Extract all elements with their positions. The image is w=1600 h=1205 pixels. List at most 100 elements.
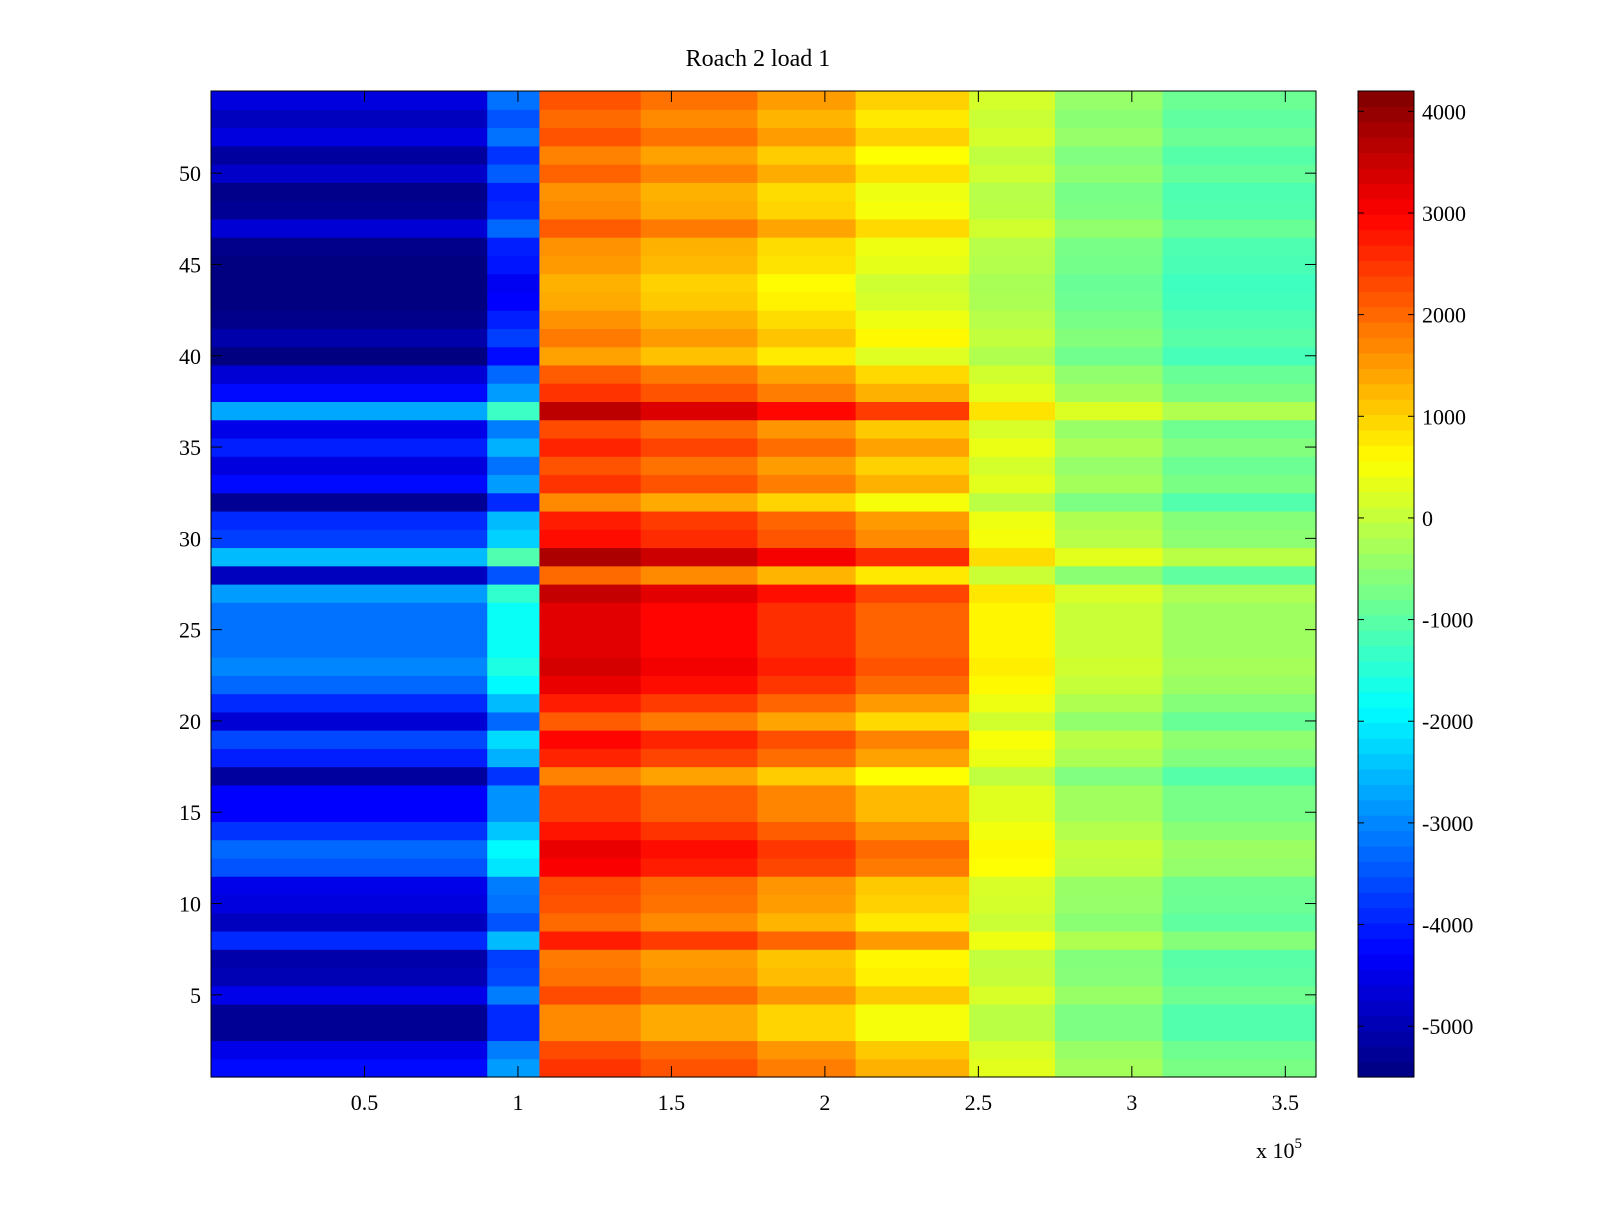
heatmap-cell (211, 967, 488, 987)
heatmap-cell (539, 876, 642, 896)
heatmap-cell (855, 584, 970, 603)
heatmap-cell (1055, 255, 1164, 275)
heatmap-cell (1162, 510, 1317, 530)
heatmap-cell (487, 255, 541, 275)
colorbar-swatch (1358, 553, 1414, 570)
heatmap-cell (855, 255, 970, 275)
colorbar-tick-label: -4000 (1422, 913, 1473, 938)
heatmap-cell (855, 1003, 970, 1023)
heatmap-cell (211, 474, 488, 494)
heatmap-cell (757, 547, 857, 567)
colorbar-swatch (1358, 214, 1414, 231)
heatmap-cell (211, 584, 488, 603)
heatmap-cell (757, 839, 857, 859)
heatmap-cell (757, 182, 857, 202)
x-tick-label: 1 (512, 1090, 523, 1115)
heatmap-cell (757, 346, 857, 366)
y-tick-label: 40 (179, 344, 201, 369)
heatmap-cell (969, 474, 1056, 494)
heatmap-cell (1055, 237, 1164, 256)
heatmap-cell (855, 437, 970, 457)
heatmap-cell (1055, 1022, 1164, 1042)
heatmap-cell (757, 109, 857, 129)
colorbar-swatch (1358, 907, 1414, 924)
colorbar-swatch (1358, 661, 1414, 678)
heatmap-cell (539, 456, 642, 476)
heatmap-cell (640, 145, 758, 165)
heatmap-cell (539, 857, 642, 877)
heatmap-cell (757, 383, 857, 403)
heatmap-cell (855, 1058, 970, 1078)
heatmap-cell (539, 1022, 642, 1042)
heatmap-cell (855, 474, 970, 494)
heatmap-cell (539, 967, 642, 987)
heatmap-cell (1162, 821, 1317, 841)
heatmap-cell (487, 273, 541, 293)
heatmap-cell (855, 91, 970, 110)
heatmap-cell (640, 949, 758, 969)
heatmap-cell (969, 675, 1056, 695)
heatmap-cell (539, 930, 642, 950)
heatmap-cell (855, 657, 970, 676)
heatmap-cell (539, 949, 642, 969)
heatmap-cell (211, 346, 488, 366)
heatmap-cell (640, 510, 758, 530)
colorbar-swatch (1358, 984, 1414, 1001)
heatmap-cell (1162, 1040, 1317, 1060)
heatmap-cell (1055, 748, 1164, 768)
heatmap-cell (211, 437, 488, 457)
heatmap-cell (757, 985, 857, 1005)
heatmap-cell (969, 383, 1056, 403)
heatmap-cell (757, 620, 857, 640)
heatmap-cell (640, 237, 758, 256)
colorbar-swatch (1358, 861, 1414, 878)
heatmap-cell (1162, 200, 1317, 220)
heatmap-cell (855, 401, 970, 421)
heatmap-cell (757, 693, 857, 713)
heatmap-cell (1055, 766, 1164, 786)
heatmap-cell (1055, 657, 1164, 676)
heatmap-cell (487, 912, 541, 932)
heatmap-cell (757, 328, 857, 348)
heatmap-cell (1055, 675, 1164, 695)
heatmap-cell (1162, 784, 1317, 804)
heatmap-cell (1055, 127, 1164, 147)
heatmap-cell (969, 912, 1056, 932)
colorbar-swatch (1358, 491, 1414, 508)
heatmap-cell (969, 456, 1056, 476)
heatmap-cell (1055, 510, 1164, 530)
heatmap-cell (487, 547, 541, 567)
heatmap-cell (211, 364, 488, 384)
heatmap-cell (1162, 401, 1317, 421)
heatmap-cell (855, 346, 970, 366)
heatmap-cell (757, 638, 857, 658)
heatmap-cell (969, 584, 1056, 603)
heatmap-cell (757, 766, 857, 786)
heatmap-cell (640, 876, 758, 896)
heatmap-cell (640, 364, 758, 384)
heatmap-cell (487, 401, 541, 421)
heatmap-cell (855, 748, 970, 768)
heatmap-cell (969, 273, 1056, 293)
heatmap-cell (1162, 1022, 1317, 1042)
colorbar-swatch (1358, 614, 1414, 631)
heatmap-cell (539, 364, 642, 384)
colorbar-swatch (1358, 707, 1414, 724)
heatmap-cell (757, 803, 857, 822)
heatmap-cell (757, 529, 857, 549)
heatmap-cell (757, 255, 857, 275)
heatmap-cell (969, 109, 1056, 129)
heatmap-cell (855, 291, 970, 311)
colorbar-swatch (1358, 275, 1414, 292)
heatmap-cell (757, 675, 857, 695)
heatmap-cell (1162, 967, 1317, 987)
heatmap-cell (539, 638, 642, 658)
colorbar-swatch (1358, 799, 1414, 816)
heatmap-cell (640, 346, 758, 366)
heatmap-cell (640, 182, 758, 202)
heatmap-cell (539, 547, 642, 567)
heatmap-cell (1055, 456, 1164, 476)
heatmap-cell (757, 401, 857, 421)
heatmap-cell (1055, 803, 1164, 822)
heatmap-cell (1055, 437, 1164, 457)
